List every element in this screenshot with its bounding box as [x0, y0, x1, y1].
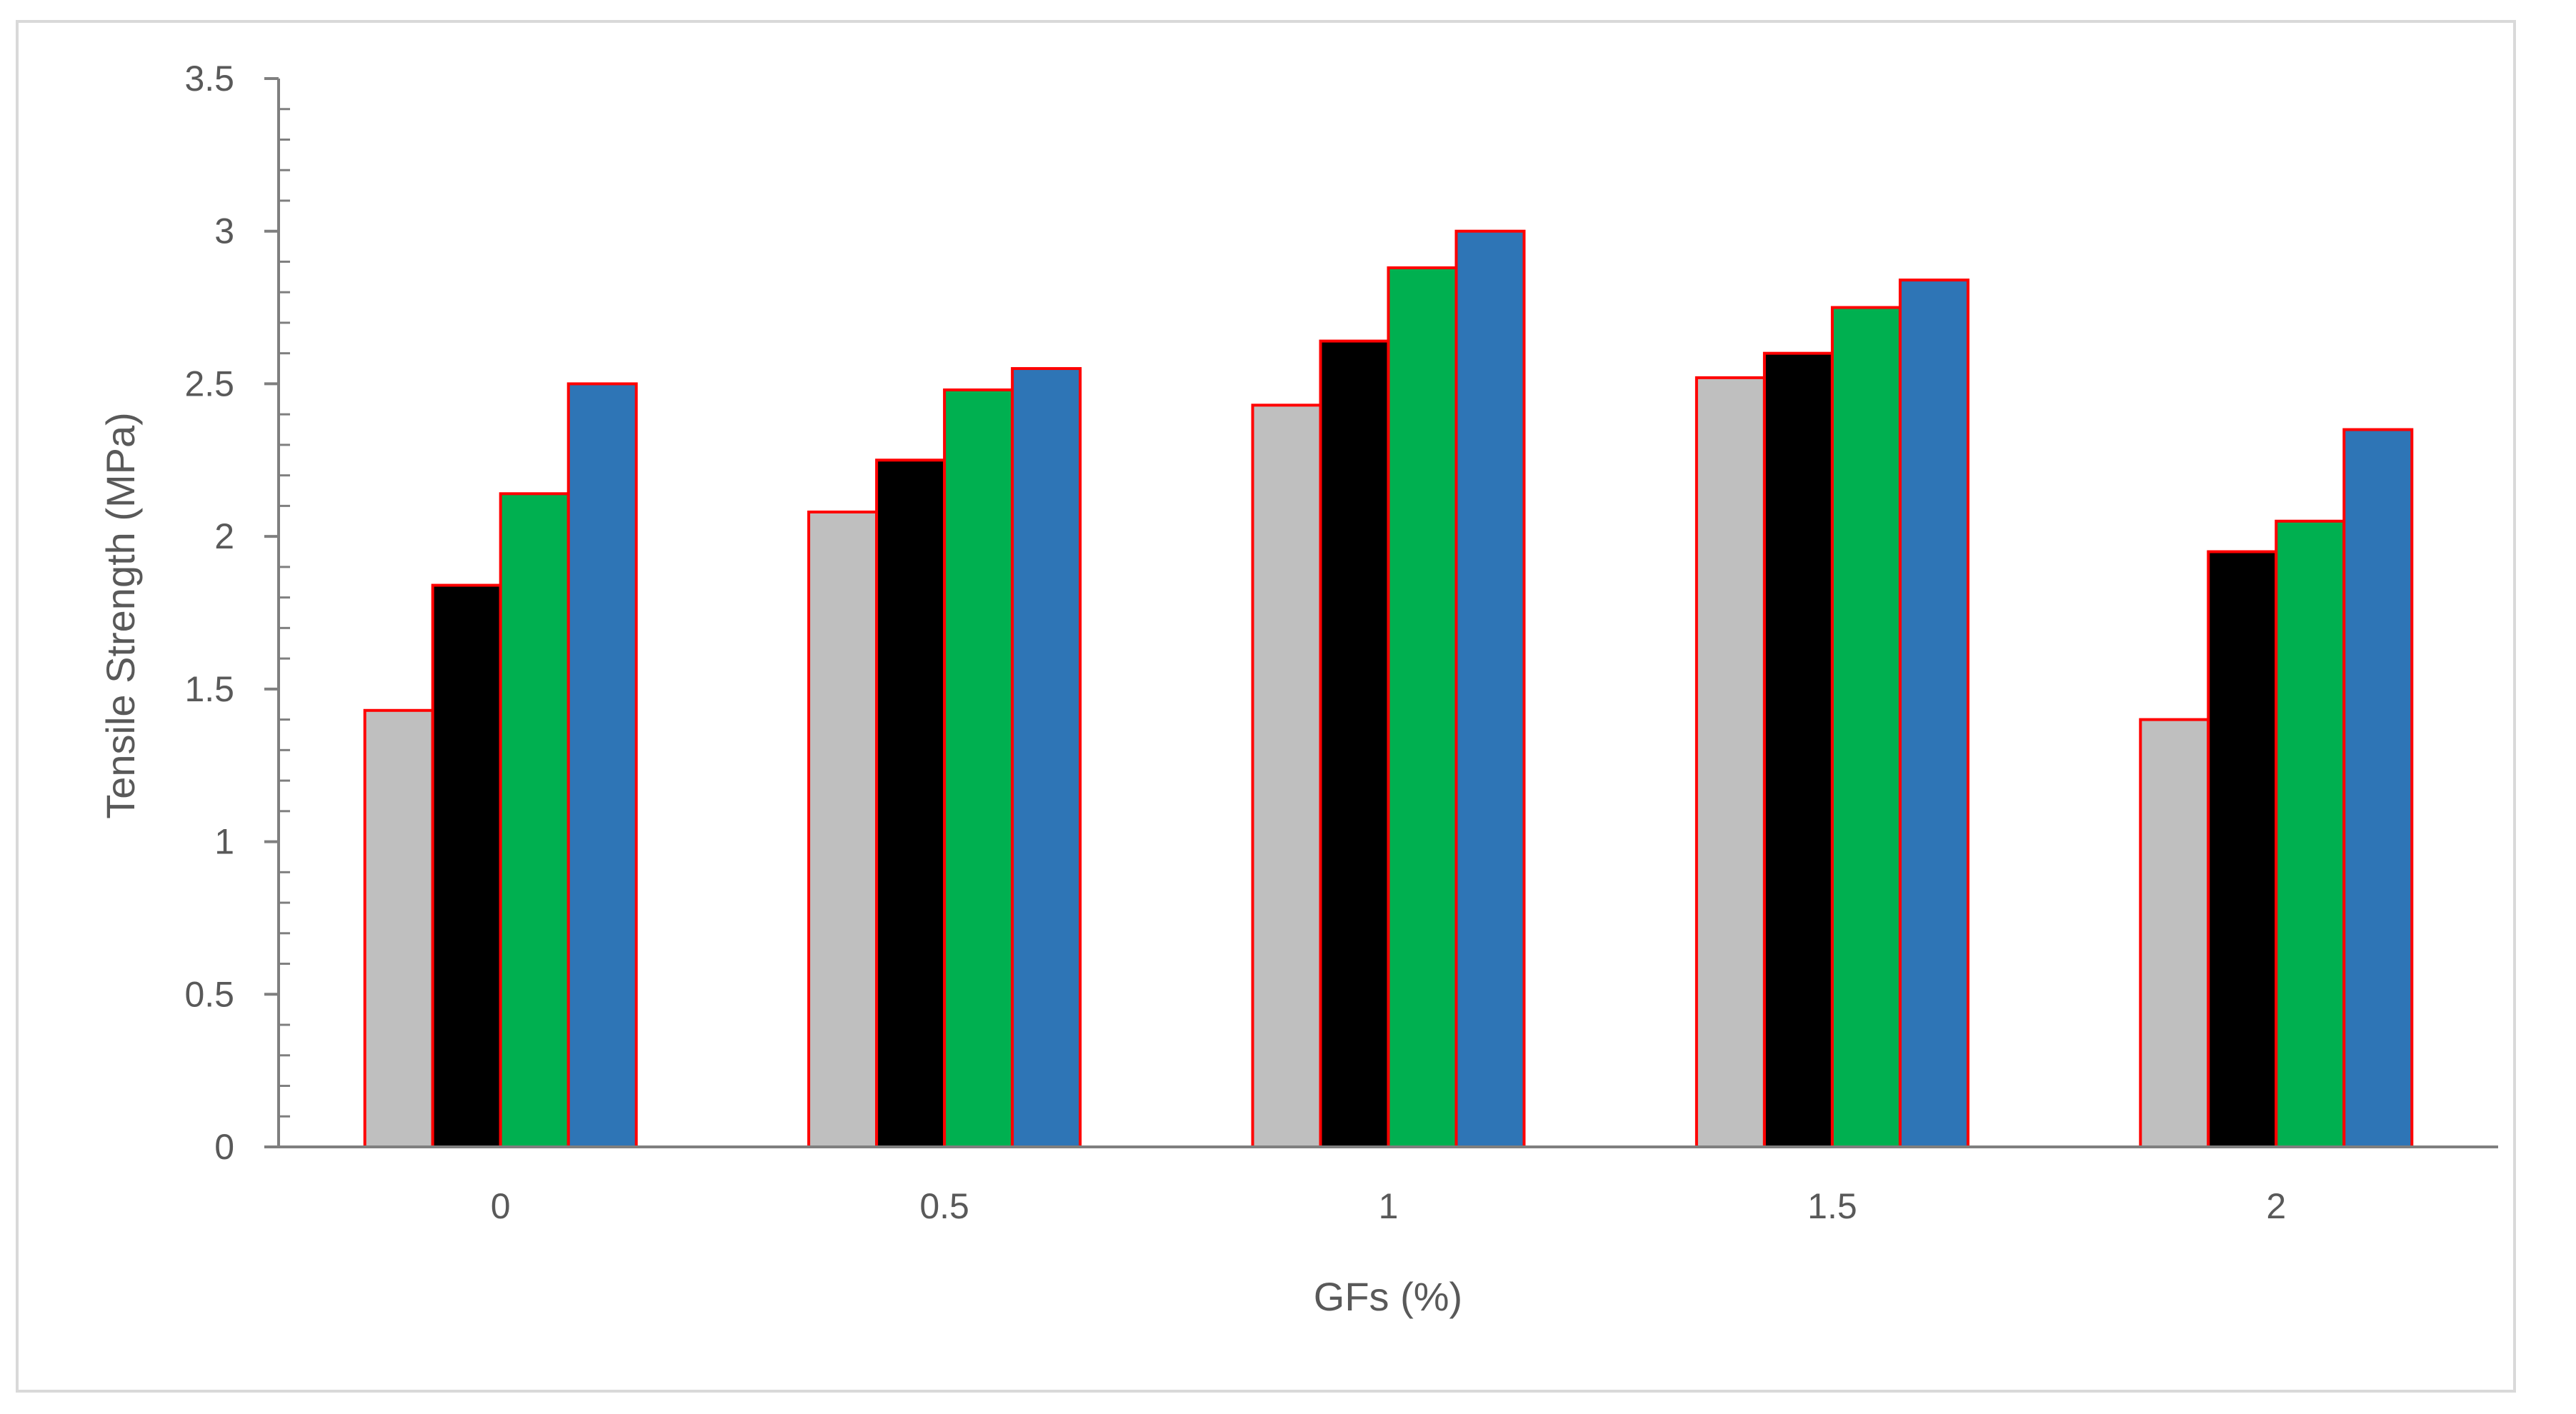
bar-series-2-cat-3	[1762, 351, 1834, 1149]
bar-series-3-cat-1	[943, 388, 1014, 1148]
bar-series-2-cat-2	[1319, 339, 1390, 1148]
bar-series-2-cat-0	[431, 583, 502, 1148]
y-tick-label: 2.5	[184, 363, 234, 403]
y-axis: 0 0.5 1 1.5 2 2.5 3 3.5	[184, 59, 290, 1167]
y-tick-label: 2	[214, 516, 234, 556]
y-tick-label: 0	[214, 1127, 234, 1167]
bar-series-4-cat-4	[2342, 428, 2414, 1148]
y-tick-label: 3.5	[184, 59, 234, 99]
x-tick-label: 2	[2266, 1186, 2286, 1226]
y-axis-title: Tensile Strength (MPa)	[98, 412, 143, 819]
bar-series-1-cat-2	[1251, 403, 1322, 1149]
bar-series-4-cat-0	[566, 382, 638, 1148]
y-tick-label: 0.5	[184, 974, 234, 1014]
x-tick-label: 0	[491, 1186, 511, 1226]
bar-series-1-cat-4	[2139, 718, 2210, 1148]
x-axis: 0 0.5 1 1.5 2	[279, 1145, 2498, 1226]
y-tick-label: 3	[214, 211, 234, 251]
bar-series-2-cat-1	[875, 458, 947, 1148]
bar-series-1-cat-0	[363, 708, 434, 1148]
bar-series-1-cat-1	[807, 510, 879, 1148]
bar-series-4-cat-2	[1454, 229, 1526, 1149]
bar-series-3-cat-0	[499, 492, 570, 1148]
bar-series-4-cat-1	[1011, 367, 1082, 1148]
bar-series-4-cat-3	[1898, 279, 1970, 1148]
bar-series-2-cat-4	[2207, 550, 2278, 1148]
bar-series-3-cat-2	[1387, 266, 1458, 1148]
x-axis-title: GFs (%)	[1314, 1274, 1462, 1319]
y-tick-label: 1.5	[184, 669, 234, 709]
x-tick-label: 1	[1379, 1186, 1399, 1226]
x-tick-label: 1.5	[1807, 1186, 1857, 1226]
bar-series-3-cat-4	[2275, 519, 2346, 1148]
bar-series-3-cat-3	[1830, 306, 1902, 1149]
bar-series	[363, 229, 2414, 1149]
bar-series-1-cat-3	[1694, 376, 1766, 1148]
x-tick-label: 0.5	[919, 1186, 969, 1226]
y-tick-label: 1	[214, 822, 234, 862]
